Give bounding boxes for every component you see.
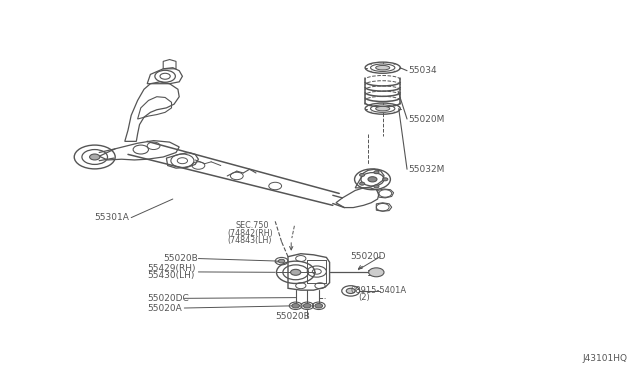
Circle shape <box>346 288 355 294</box>
Text: 55429(RH): 55429(RH) <box>147 264 196 273</box>
Ellipse shape <box>376 106 390 111</box>
Circle shape <box>90 154 100 160</box>
Circle shape <box>369 268 384 277</box>
Text: 55020B: 55020B <box>163 254 198 263</box>
Circle shape <box>291 269 301 275</box>
Text: 08915-5401A: 08915-5401A <box>351 286 407 295</box>
Text: 55020D: 55020D <box>351 252 386 261</box>
Circle shape <box>374 171 379 174</box>
Text: 55020DC: 55020DC <box>147 294 189 303</box>
Text: 55020M: 55020M <box>408 115 445 124</box>
Circle shape <box>374 185 379 188</box>
Circle shape <box>360 182 365 185</box>
Text: (74843(LH): (74843(LH) <box>227 236 272 245</box>
Circle shape <box>368 177 377 182</box>
Circle shape <box>278 259 285 263</box>
Text: 55430(LH): 55430(LH) <box>147 271 195 280</box>
Ellipse shape <box>376 65 390 70</box>
Circle shape <box>383 178 388 181</box>
Text: 55301A: 55301A <box>95 213 129 222</box>
Circle shape <box>360 173 365 176</box>
Circle shape <box>303 304 311 308</box>
Text: 55034: 55034 <box>408 66 437 75</box>
Circle shape <box>315 304 323 308</box>
Text: 55032M: 55032M <box>408 165 445 174</box>
Text: 55020B: 55020B <box>275 312 310 321</box>
Text: J43101HQ: J43101HQ <box>582 354 627 363</box>
Text: 55020A: 55020A <box>147 304 182 312</box>
Text: (2): (2) <box>358 293 370 302</box>
Circle shape <box>292 304 300 308</box>
Text: (74842(RH): (74842(RH) <box>227 229 273 238</box>
Text: SEC.750: SEC.750 <box>236 221 269 230</box>
